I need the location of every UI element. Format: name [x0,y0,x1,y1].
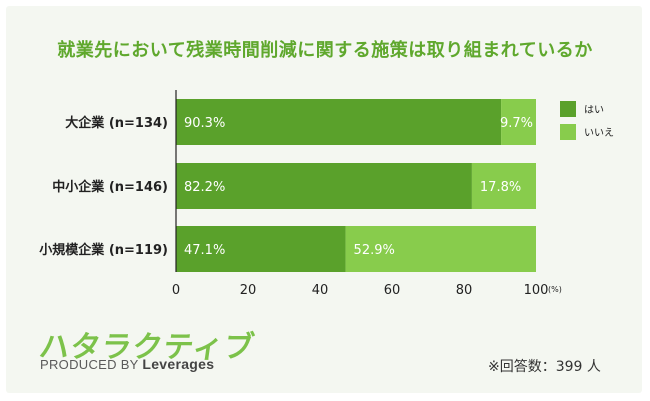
bar-segment-no [471,163,536,209]
produced-by-prefix: PRODUCED BY [40,357,139,372]
legend-swatch [560,101,576,117]
category-label: 中小企業 (n=146) [52,179,168,195]
data-label: 17.8% [480,180,521,195]
bar-segment-no [345,226,536,272]
category-label: 小規模企業 (n=119) [39,242,168,258]
bar-segment-yes [176,163,472,209]
x-tick-label: 0 [172,283,180,298]
produced-by: PRODUCED BY Leverages [40,356,214,372]
bar-segment-yes [176,99,502,145]
bar-segment-yes [176,226,346,272]
x-tick-label: 80 [456,283,473,298]
x-tick-label: 100 [524,283,549,298]
x-tick-label: 60 [384,283,401,298]
x-tick-label: 20 [240,283,257,298]
produced-by-brand: Leverages [142,356,215,372]
category-label: 大企業 (n=134) [65,115,168,131]
legend-label: いいえ [584,127,614,139]
legend-label: はい [584,104,604,116]
data-label: 47.1% [184,243,225,258]
legend-swatch [560,124,576,140]
x-tick-label: 40 [312,283,329,298]
x-axis-unit: (%) [548,285,562,294]
data-label: 90.3% [184,116,225,131]
data-label: 52.9% [354,243,395,258]
chart-title: 就業先において残業時間削減に関する施策は取り組まれているか [57,40,593,61]
bar-segment-no [501,99,536,145]
response-count-note: ※回答数：399 人 [488,359,601,375]
data-label: 9.7% [500,116,533,131]
data-label: 82.2% [184,180,225,195]
